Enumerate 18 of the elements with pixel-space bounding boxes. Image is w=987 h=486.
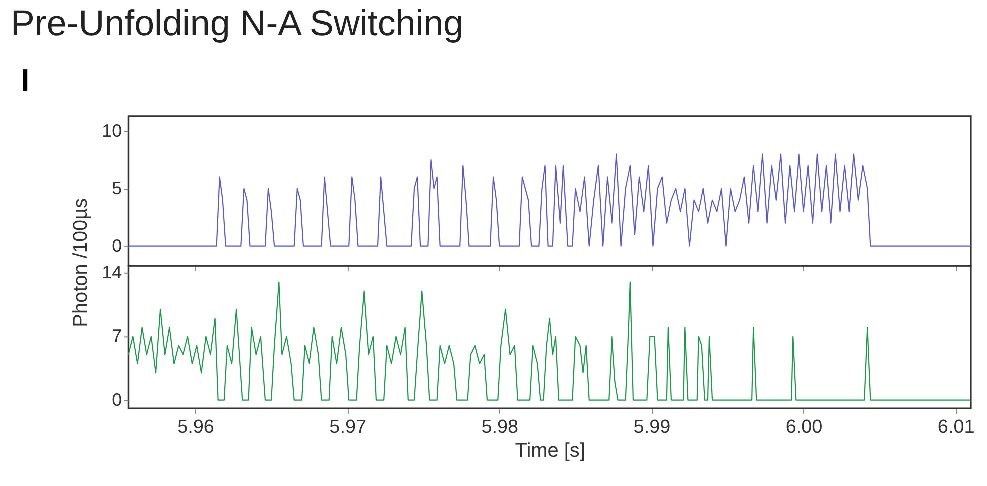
- y-tick-label: 14: [102, 262, 122, 283]
- x-tick-label: 5.96: [178, 416, 214, 438]
- x-axis-title: Time [s]: [515, 440, 586, 462]
- x-tick-label: 6.00: [786, 416, 823, 438]
- x-tick-label: 5.97: [330, 416, 367, 438]
- x-tick-label: 5.98: [482, 416, 519, 438]
- line-series: [128, 282, 972, 401]
- chart-title: Pre-Unfolding N-A Switching: [10, 4, 464, 44]
- line-series: [128, 154, 972, 247]
- y-axis-title: Photon /100µs: [70, 198, 92, 328]
- x-tick-label: 6.01: [938, 416, 975, 438]
- x-tick-label: 5.99: [634, 416, 671, 438]
- y-tick-label: 0: [112, 390, 122, 410]
- y-tick-label: 7: [112, 326, 122, 346]
- y-tick-label: 10: [102, 120, 122, 141]
- y-tick-label: 5: [112, 178, 122, 198]
- text: I: [20, 62, 30, 98]
- y-tick-label: 0: [112, 236, 122, 256]
